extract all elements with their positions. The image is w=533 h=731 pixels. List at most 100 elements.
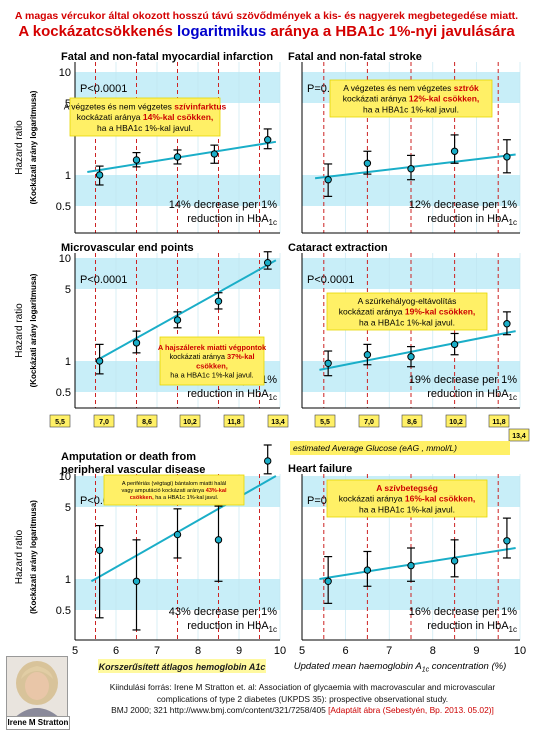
data-point <box>173 153 182 161</box>
note-segment: 12%-kal csökken, <box>409 94 479 104</box>
hazard-ratio-charts: 10 5 1 0.5 Fatal and non-fatal myocardial in… <box>14 51 530 674</box>
glucose-tick: 5,5 <box>320 419 330 426</box>
x-tick-label: 8 <box>430 645 436 657</box>
note-segment: kockázati aránya <box>339 494 405 504</box>
note-segment: 37%-kal <box>227 352 255 361</box>
note-segment: 16%-kal csökken, <box>405 494 475 504</box>
y-axis-label-hu: (Kockázati arány logaritmusa) <box>29 90 38 204</box>
note-line: ha a HBA1c 1%-kal javul. <box>359 317 455 327</box>
trend-line <box>319 330 516 371</box>
source-bmj-link[interactable]: BMJ 2000; 321 http://www.bmj.com/content… <box>111 705 326 715</box>
panels: 10 5 1 0.5 Fatal and non-fatal myocardial in… <box>56 51 521 641</box>
data-point <box>324 359 332 367</box>
note-line: csökken, <box>196 361 228 370</box>
data-point <box>214 536 223 544</box>
trend-line <box>314 153 516 180</box>
note-segment: ha a HBA1c 1%-kal javul. <box>359 317 455 327</box>
decrease-text-subscript: 1c <box>509 218 517 227</box>
decrease-text-line2: reduction in HbA1c <box>187 620 277 634</box>
y-tick-label: 1 <box>65 356 71 368</box>
decrease-text: 19% decrease per 1% <box>409 374 517 386</box>
panel-3: 10 5 1 0.5 Microvascular end points P<0.0001 3… <box>56 242 281 409</box>
note-segment: 14%-kal csökken, <box>143 112 213 122</box>
note-line: kockázati aránya 14%-kal csökken, <box>77 112 214 122</box>
decrease-text: 16% decrease per 1% <box>409 606 517 618</box>
y-axis-label: Hazard ratio <box>14 120 25 175</box>
note-segment: A perifériás (végtagi) bántalom miatti h… <box>122 481 226 487</box>
data-point <box>95 171 104 179</box>
glucose-tick-box <box>401 414 423 428</box>
header-line2-b: logaritmikus <box>177 23 267 40</box>
xlabel: Updated mean haemoglobin A1c concentrati… <box>294 661 507 674</box>
data-point <box>214 297 223 305</box>
x-tick-label: 5 <box>299 645 305 657</box>
y-tick-label: 5 <box>65 502 71 514</box>
note-segment: ha a HBA1c 1%-kal javul. <box>170 371 253 380</box>
decrease-text-main: reduction in HbA <box>187 213 269 225</box>
panel-title-line2: peripheral vascular disease <box>61 464 205 476</box>
note-box <box>326 292 488 331</box>
data-point <box>363 566 372 574</box>
panel-title: Cataract extraction <box>288 242 388 254</box>
note-line: vagy amputáció kockázati aránya 43%-kal <box>121 488 227 494</box>
p-value: P<0.0001 <box>307 274 354 286</box>
data-point <box>324 176 332 184</box>
note-segment: A végzetes és nem végzetes <box>64 102 175 112</box>
trend-line <box>90 475 277 583</box>
note-segment: sztrók <box>454 83 479 93</box>
xlabel-part: Updated mean haemoglobin A <box>294 661 422 672</box>
panel-6: Heart failureP=0.02116% decrease per 1%r… <box>288 463 521 641</box>
decrease-text-subscript: 1c <box>269 393 277 402</box>
x-tick-label: 6 <box>343 645 349 657</box>
decrease-text: 43% decrease per 1% <box>169 606 277 618</box>
glucose-tick: 11,8 <box>492 419 505 426</box>
data-point <box>407 165 415 173</box>
source-line-2: complications of type 2 diabetes (UKPDS … <box>156 693 449 704</box>
glucose-tick-box <box>223 414 245 428</box>
note-line: A szürkehályog-eltávolítás <box>358 296 457 306</box>
panel-title: Fatal and non-fatal stroke <box>288 51 422 63</box>
glucose-tick-box <box>358 414 380 428</box>
note-line: kockázati aránya 12%-kal csökken, <box>343 94 480 104</box>
note-line: A szívbetegség <box>376 483 438 493</box>
note-line: kockázati aránya 16%-kal csökken, <box>339 494 476 504</box>
header-line2-a: A kockázatcsökkenés <box>18 23 178 40</box>
data-point <box>450 557 459 565</box>
source-citation: Kiindulási forrás: Irene M Stratton et. … <box>80 682 525 717</box>
note-segment: 43%-kal <box>206 488 227 494</box>
data-point <box>363 351 372 359</box>
glucose-label: estimated Average Glucose (eAG , mmol/L) <box>293 443 457 453</box>
data-point <box>173 316 182 324</box>
data-point <box>95 546 104 554</box>
glucose-label-box <box>290 441 510 455</box>
y-tick-label: 5 <box>65 284 71 296</box>
y-tick-label: 10 <box>59 471 71 483</box>
decrease-text-line2: reduction in HbA1c <box>427 213 517 227</box>
glucose-tick: 13,4 <box>271 419 285 426</box>
y-tick-label: 5 <box>65 98 71 110</box>
trend-line <box>319 547 516 580</box>
glucose-tick-box <box>445 414 467 428</box>
note-line: A végzetes és nem végzetes szívinfarktus <box>64 102 227 112</box>
data-point <box>324 577 332 585</box>
note-box <box>159 336 265 386</box>
note-line: ha a HBA1c 1%-kal javul. <box>359 504 455 514</box>
y-tick-label: 0.5 <box>56 387 71 399</box>
decrease-text-subscript: 1c <box>509 625 517 634</box>
note-segment: A hajszálerek miatti végpontok <box>158 343 267 352</box>
source-adaptation: [Adaptált ábra (Sebestyén, Bp. 2013. 05.… <box>328 705 494 715</box>
trend-line <box>87 140 277 173</box>
author-photo <box>6 656 68 720</box>
panel-title: Heart failure <box>288 463 352 475</box>
glucose-tick: 11,8 <box>227 419 240 426</box>
source-line-1: Kiindulási forrás: Irene M Stratton et. … <box>109 682 496 692</box>
note-segment: 19%-kal csökken, <box>405 307 475 317</box>
glucose-strip: 5,5 7,0 8,6 10,2 11,8 13,4 5,5 7,0 8,6 10,2 11,8 13… <box>49 414 530 455</box>
y-axis-label-hu: (Kockázati arány logaritmusa) <box>29 273 38 387</box>
header-line1: A magas vércukor által okozott hosszú tá… <box>14 10 519 22</box>
note-box <box>326 479 488 518</box>
glucose-tick: 13,4 <box>512 433 526 440</box>
decrease-text-line2: reduction in HbA1c <box>427 388 517 402</box>
decrease-text-main: reduction in HbA <box>427 213 509 225</box>
decrease-text-subscript: 1c <box>509 393 517 402</box>
